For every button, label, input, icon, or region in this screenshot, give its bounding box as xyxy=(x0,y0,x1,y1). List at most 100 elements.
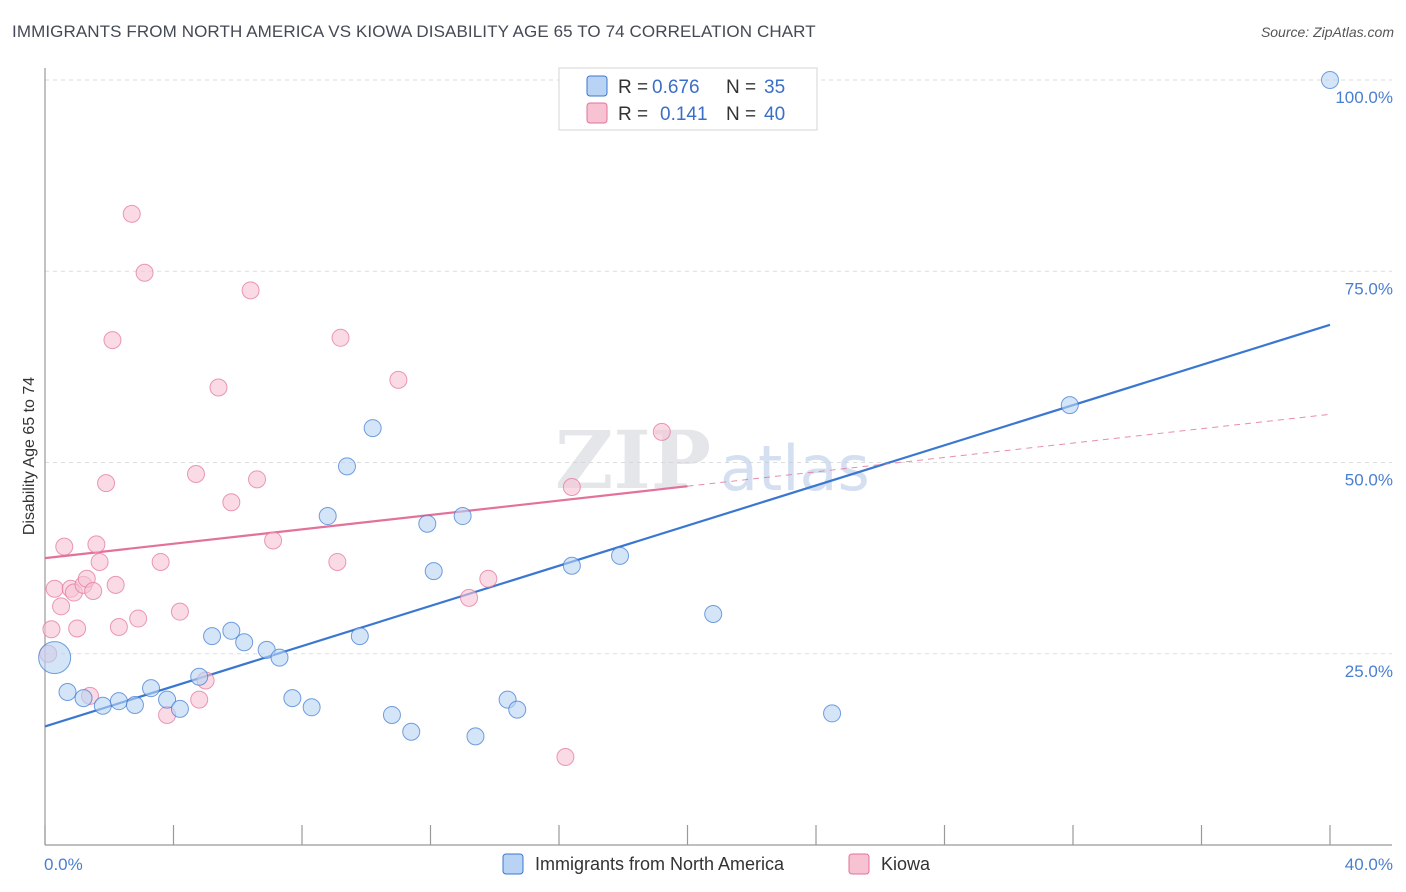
point-immigrants-17 xyxy=(318,507,337,526)
y-tick-label-75: 75.0% xyxy=(1345,279,1393,298)
point-kiowa-24 xyxy=(186,464,205,483)
point-immigrants-22 xyxy=(402,722,421,741)
point-kiowa-13 xyxy=(90,552,109,571)
point-kiowa-34 xyxy=(389,370,408,389)
point-immigrants-11 xyxy=(222,621,241,640)
point-kiowa-7 xyxy=(68,619,87,638)
point-kiowa-20 xyxy=(135,263,154,282)
point-immigrants-29 xyxy=(562,556,581,575)
bottom-legend-swatch-pink xyxy=(848,853,870,875)
point-kiowa-28 xyxy=(222,493,241,512)
legend-box: R = 0.676 N = 35 R = 0.141 N = 40 xyxy=(558,67,818,131)
point-immigrants-26 xyxy=(466,727,485,746)
legend-swatch-blue xyxy=(586,75,608,97)
point-kiowa-36 xyxy=(479,569,498,588)
point-immigrants-5 xyxy=(125,696,144,715)
axes xyxy=(44,68,1392,846)
bottom-legend-label-1: Immigrants from North America xyxy=(535,854,785,874)
point-kiowa-25 xyxy=(190,690,209,709)
point-immigrants-10 xyxy=(203,627,222,646)
point-immigrants-9 xyxy=(190,667,209,686)
point-immigrants-19 xyxy=(350,627,369,646)
trend-lines xyxy=(44,323,1331,728)
point-kiowa-19 xyxy=(129,609,148,628)
point-immigrants-8 xyxy=(170,699,189,718)
watermark-atlas: atlas xyxy=(720,432,870,505)
point-kiowa-17 xyxy=(103,331,122,350)
watermark: ZIP atlas xyxy=(555,413,870,507)
legend-r-value-2: 0.141 xyxy=(660,104,708,125)
point-kiowa-4 xyxy=(55,537,74,556)
grid-lines xyxy=(45,79,1392,655)
legend-r-label-1: R = xyxy=(618,77,648,98)
trend-line-kiowa-extension xyxy=(687,413,1331,487)
point-kiowa-29 xyxy=(241,281,260,300)
point-kiowa-38 xyxy=(562,477,581,496)
legend-n-label-1: N = xyxy=(726,77,756,98)
point-immigrants-15 xyxy=(283,689,302,708)
point-kiowa-12 xyxy=(87,535,106,554)
point-kiowa-2 xyxy=(45,579,64,598)
point-kiowa-27 xyxy=(209,378,228,397)
point-immigrants-25 xyxy=(453,507,472,526)
point-immigrants-6 xyxy=(142,679,161,698)
legend-n-value-1: 35 xyxy=(764,77,785,98)
x-tick-label-right: 40.0% xyxy=(1345,855,1393,874)
point-kiowa-30 xyxy=(248,470,267,489)
point-kiowa-11 xyxy=(84,582,103,601)
point-kiowa-23 xyxy=(170,602,189,621)
point-immigrants-20 xyxy=(363,419,382,438)
source-credit: Source: ZipAtlas.com xyxy=(1260,24,1394,40)
point-kiowa-35 xyxy=(460,588,479,607)
legend-n-value-2: 40 xyxy=(764,104,785,125)
point-immigrants-2 xyxy=(74,689,93,708)
point-immigrants-12 xyxy=(235,633,254,652)
point-kiowa-15 xyxy=(106,575,125,594)
point-kiowa-32 xyxy=(328,552,347,571)
point-immigrants-33 xyxy=(1060,396,1079,415)
trend-line-immigrants xyxy=(44,323,1331,728)
bottom-legend: Immigrants from North America Kiowa xyxy=(502,853,931,875)
data-points xyxy=(38,71,1339,767)
point-immigrants-30 xyxy=(611,546,630,565)
x-tick-label-left: 0.0% xyxy=(44,855,83,874)
point-immigrants-7 xyxy=(158,690,177,709)
point-kiowa-37 xyxy=(556,748,575,767)
y-tick-label-100: 100.0% xyxy=(1335,88,1393,107)
point-immigrants-3 xyxy=(93,696,112,715)
y-tick-labels: 25.0% 50.0% 75.0% 100.0% xyxy=(1335,88,1393,681)
point-immigrants-18 xyxy=(337,457,356,476)
point-immigrants-24 xyxy=(424,562,443,581)
point-immigrants-34 xyxy=(1321,71,1339,89)
legend-r-value-1: 0.676 xyxy=(652,77,700,98)
point-immigrants-4 xyxy=(109,692,128,711)
point-kiowa-31 xyxy=(264,531,283,550)
point-immigrants-0 xyxy=(38,641,72,675)
point-kiowa-3 xyxy=(52,597,71,616)
point-kiowa-14 xyxy=(97,474,116,493)
point-immigrants-14 xyxy=(270,648,289,667)
point-kiowa-33 xyxy=(331,328,350,347)
point-immigrants-23 xyxy=(418,514,437,533)
point-kiowa-18 xyxy=(122,204,141,223)
point-immigrants-32 xyxy=(823,704,842,723)
point-immigrants-31 xyxy=(704,604,723,623)
point-kiowa-1 xyxy=(42,620,61,639)
point-immigrants-28 xyxy=(508,700,527,719)
point-kiowa-21 xyxy=(151,552,170,571)
y-tick-label-50: 50.0% xyxy=(1345,471,1393,490)
bottom-legend-swatch-blue xyxy=(502,853,524,875)
chart-title: IMMIGRANTS FROM NORTH AMERICA VS KIOWA D… xyxy=(12,22,816,41)
trend-line-kiowa xyxy=(44,485,688,560)
point-immigrants-21 xyxy=(382,705,401,724)
y-axis-label: Disability Age 65 to 74 xyxy=(21,377,38,535)
legend-r-label-2: R = xyxy=(618,104,648,125)
point-kiowa-39 xyxy=(652,422,671,441)
point-kiowa-16 xyxy=(109,617,128,636)
bottom-legend-label-2: Kiowa xyxy=(881,854,931,874)
point-immigrants-1 xyxy=(58,683,77,701)
y-tick-label-25: 25.0% xyxy=(1345,662,1393,681)
legend-n-label-2: N = xyxy=(726,104,756,125)
legend-swatch-pink xyxy=(586,102,608,124)
